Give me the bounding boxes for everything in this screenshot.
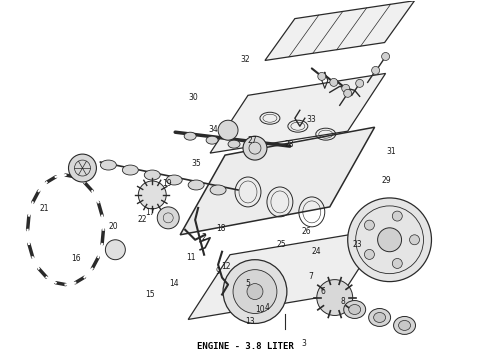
Circle shape bbox=[356, 80, 364, 87]
Text: 3: 3 bbox=[301, 339, 306, 348]
Circle shape bbox=[218, 120, 238, 140]
Ellipse shape bbox=[210, 185, 226, 195]
Text: 21: 21 bbox=[40, 204, 49, 213]
Text: 24: 24 bbox=[311, 247, 320, 256]
Text: 15: 15 bbox=[145, 290, 154, 299]
Ellipse shape bbox=[188, 180, 204, 190]
Circle shape bbox=[247, 284, 263, 300]
Polygon shape bbox=[210, 73, 386, 153]
Circle shape bbox=[410, 235, 419, 245]
Text: 17: 17 bbox=[145, 208, 154, 217]
Text: 25: 25 bbox=[277, 240, 287, 249]
Circle shape bbox=[382, 53, 390, 60]
Polygon shape bbox=[265, 1, 415, 60]
Text: 18: 18 bbox=[216, 224, 225, 233]
Polygon shape bbox=[188, 229, 385, 319]
Ellipse shape bbox=[343, 301, 366, 319]
Ellipse shape bbox=[184, 132, 196, 140]
Text: 35: 35 bbox=[191, 159, 201, 168]
Circle shape bbox=[138, 181, 166, 209]
Text: 29: 29 bbox=[382, 176, 392, 185]
Text: 4: 4 bbox=[265, 303, 270, 312]
Circle shape bbox=[343, 89, 352, 97]
Text: 20: 20 bbox=[108, 222, 118, 231]
Text: 22: 22 bbox=[138, 215, 147, 224]
Ellipse shape bbox=[349, 305, 361, 315]
Circle shape bbox=[392, 258, 402, 269]
Text: 11: 11 bbox=[187, 253, 196, 262]
Circle shape bbox=[157, 207, 179, 229]
Text: 5: 5 bbox=[245, 279, 250, 288]
Text: ENGINE - 3.8 LITER: ENGINE - 3.8 LITER bbox=[196, 342, 294, 351]
Circle shape bbox=[233, 270, 277, 314]
Text: 6: 6 bbox=[321, 287, 326, 296]
Text: 30: 30 bbox=[189, 93, 198, 102]
Text: 2: 2 bbox=[201, 233, 206, 242]
Text: 10: 10 bbox=[255, 305, 265, 314]
Ellipse shape bbox=[166, 175, 182, 185]
Text: 14: 14 bbox=[170, 279, 179, 288]
Text: 33: 33 bbox=[306, 114, 316, 123]
Text: 13: 13 bbox=[245, 317, 255, 326]
Text: 27: 27 bbox=[247, 136, 257, 145]
Text: 23: 23 bbox=[353, 240, 362, 249]
Ellipse shape bbox=[122, 165, 138, 175]
Circle shape bbox=[317, 280, 353, 315]
Ellipse shape bbox=[393, 316, 416, 334]
Text: 32: 32 bbox=[240, 55, 250, 64]
Text: 12: 12 bbox=[220, 262, 230, 271]
Circle shape bbox=[105, 240, 125, 260]
Circle shape bbox=[378, 228, 401, 252]
Ellipse shape bbox=[228, 140, 240, 148]
Text: 28: 28 bbox=[284, 140, 294, 149]
Text: 34: 34 bbox=[208, 125, 218, 134]
Text: 19: 19 bbox=[162, 179, 171, 188]
Ellipse shape bbox=[398, 320, 411, 330]
Text: 9: 9 bbox=[216, 267, 220, 276]
Ellipse shape bbox=[144, 170, 160, 180]
Circle shape bbox=[365, 220, 374, 230]
Circle shape bbox=[318, 72, 326, 80]
Text: 7: 7 bbox=[309, 272, 314, 281]
Circle shape bbox=[342, 84, 350, 92]
Text: 31: 31 bbox=[387, 147, 396, 156]
Circle shape bbox=[371, 67, 380, 75]
Circle shape bbox=[365, 249, 374, 260]
Ellipse shape bbox=[368, 309, 391, 327]
Circle shape bbox=[69, 154, 97, 182]
Circle shape bbox=[243, 136, 267, 160]
Circle shape bbox=[392, 211, 402, 221]
Ellipse shape bbox=[100, 160, 116, 170]
Text: 16: 16 bbox=[72, 255, 81, 264]
Polygon shape bbox=[180, 127, 375, 235]
Circle shape bbox=[330, 78, 338, 86]
Ellipse shape bbox=[374, 312, 386, 323]
Ellipse shape bbox=[206, 136, 218, 144]
Text: 26: 26 bbox=[301, 228, 311, 237]
Circle shape bbox=[223, 260, 287, 323]
Text: 8: 8 bbox=[341, 297, 345, 306]
Circle shape bbox=[348, 198, 432, 282]
